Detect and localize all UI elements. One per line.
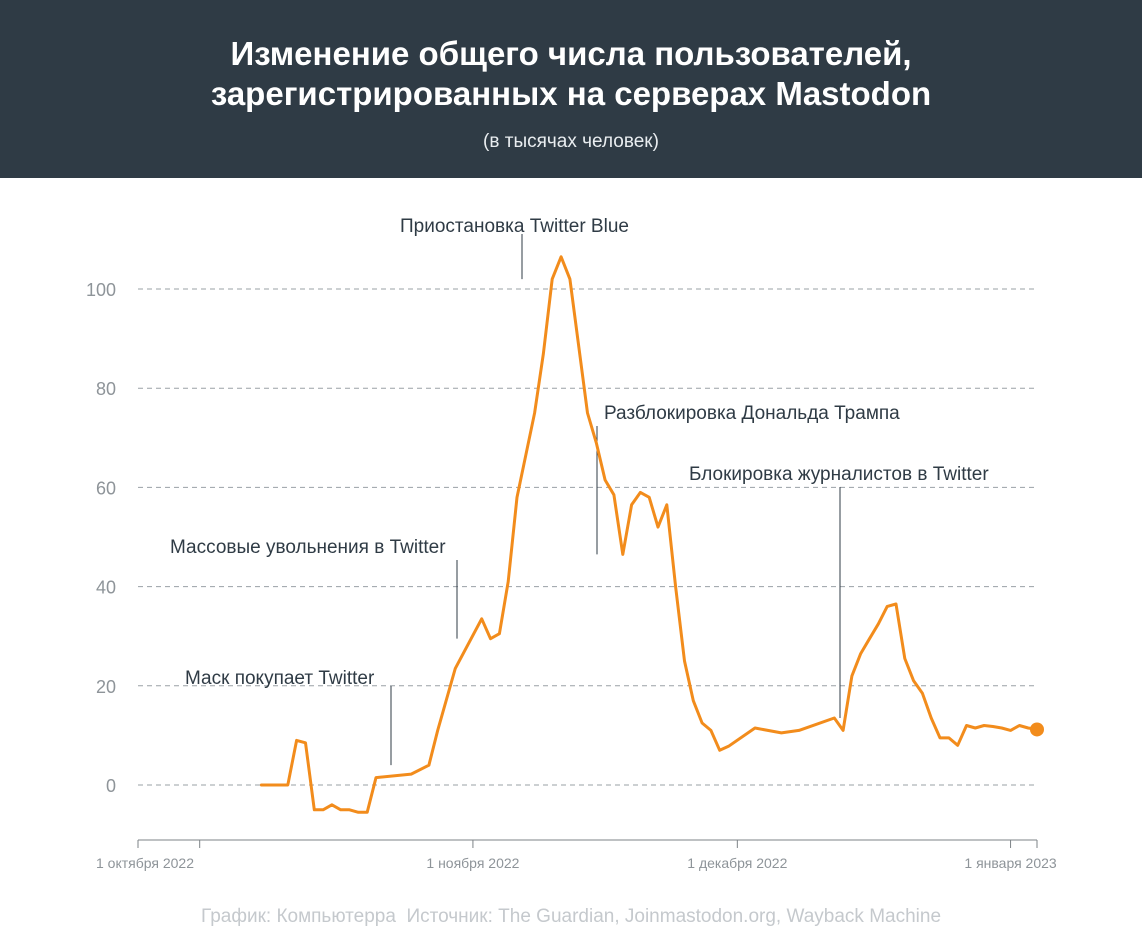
y-tick-label-0: 0 <box>106 776 116 796</box>
chart-footer: График: Компьютерра Источник: The Guardi… <box>0 906 1142 928</box>
footer-source: Источник: The Guardian, Joinmastodon.org… <box>406 906 942 927</box>
series-line <box>259 255 1039 814</box>
chart-subtitle: (в тысячах человек) <box>483 131 659 152</box>
series-layer <box>259 255 1044 814</box>
line-chart: 0 20 40 60 80 100 1 октября 2022 1 ноября 2022… <box>86 216 1057 871</box>
x-axis: 1 октября 2022 1 ноября 2022 1 декабря 202… <box>96 839 1057 871</box>
y-tick-label-60: 60 <box>96 478 116 498</box>
footer-credit: График: Компьютерра <box>200 906 396 927</box>
annotation-layer: Маск покупает Twitter Массовые увольнения… <box>170 216 989 766</box>
x-tick-label-1: 1 ноября 2022 <box>426 855 519 871</box>
x-tick-label-3: 1 января 2023 <box>964 855 1057 871</box>
annotation-label-4: Блокировка журналистов в Twitter <box>689 464 989 485</box>
chart-title-line-1: Изменение общего числа пользователей, <box>230 35 912 72</box>
y-tick-label-20: 20 <box>96 677 116 697</box>
series-end-marker <box>1030 722 1044 737</box>
chart-title-line-2: зарегистрированных на серверах Mastodon <box>210 75 932 112</box>
grid-layer: 0 20 40 60 80 100 <box>86 280 1037 796</box>
y-tick-label-40: 40 <box>96 578 116 598</box>
annotation-label-3: Разблокировка Дональда Трампа <box>604 403 900 424</box>
annotation-label-0: Маск покупает Twitter <box>185 668 375 689</box>
x-tick-label-0: 1 октября 2022 <box>96 855 194 871</box>
annotation-label-2: Приостановка Twitter Blue <box>400 216 629 237</box>
x-tick-label-2: 1 декабря 2022 <box>687 855 787 871</box>
chart-header: Изменение общего числа пользователей, за… <box>0 0 1142 178</box>
y-tick-label-100: 100 <box>86 280 116 300</box>
y-tick-label-80: 80 <box>96 379 116 399</box>
annotation-label-1: Массовые увольнения в Twitter <box>170 537 446 558</box>
